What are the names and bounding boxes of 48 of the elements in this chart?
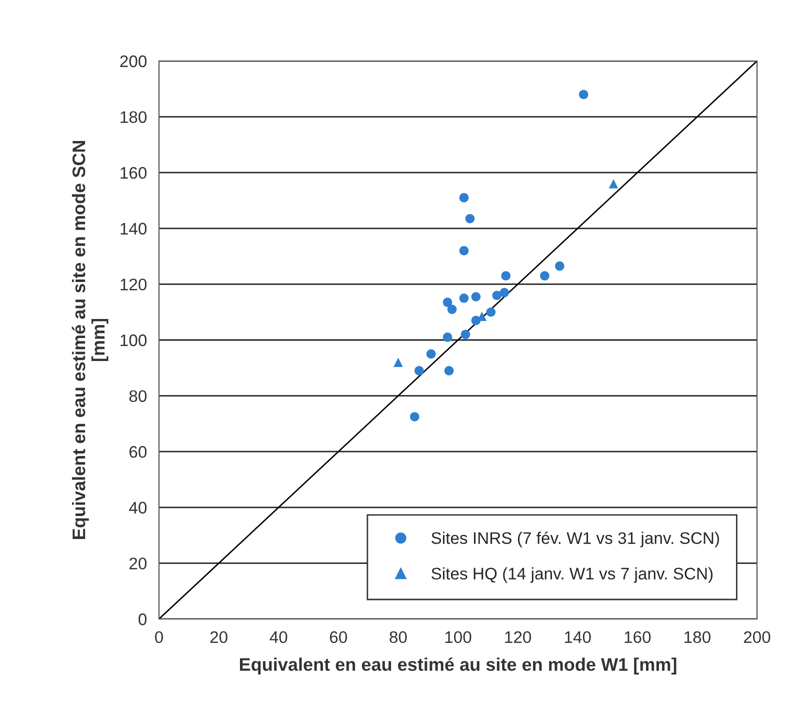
point	[500, 288, 510, 298]
point	[555, 261, 564, 271]
x-tick-label: 0	[155, 631, 163, 644]
x-tick-label: 180	[684, 631, 710, 644]
y-tick-label: 160	[120, 167, 147, 179]
y-tick-label: 200	[120, 55, 147, 68]
point	[471, 292, 481, 302]
point	[459, 293, 469, 303]
x-tick-label: 80	[390, 631, 407, 644]
point	[414, 366, 424, 376]
point	[501, 271, 510, 280]
point	[459, 246, 469, 256]
x-tick-label: 140	[564, 631, 591, 644]
legend-label: Sites INRS (7 fév. W1 vs 31 janv. SCN)	[432, 532, 720, 548]
point	[460, 330, 470, 340]
y-tick-label: 120	[120, 278, 147, 290]
point	[426, 349, 436, 359]
point	[459, 193, 469, 202]
x-axis-title: Equivalent en eau estimé au site en mode W1 [mm]	[240, 657, 676, 674]
point	[447, 304, 457, 314]
point	[540, 271, 550, 280]
point	[410, 412, 420, 422]
point	[492, 290, 502, 300]
x-tick-label: 200	[744, 631, 770, 644]
point	[578, 90, 588, 100]
y-axis-title: Equivalent en eau estimé au site en mode SCN [mm]	[72, 141, 108, 539]
point	[608, 179, 618, 188]
x-tick-label: 120	[505, 631, 532, 644]
point	[394, 358, 403, 367]
point	[444, 366, 454, 376]
y-tick-label: 80	[129, 390, 147, 402]
point	[442, 298, 452, 307]
y-tick-label: 20	[129, 558, 147, 570]
x-tick-label: 60	[330, 631, 348, 644]
y-tick-label: 180	[120, 111, 147, 124]
y-tick-label: 40	[129, 502, 147, 514]
point	[465, 214, 475, 224]
point	[486, 307, 496, 317]
y-tick-label: 140	[120, 222, 147, 235]
x-tick-label: 160	[624, 631, 651, 644]
y-tick-label: 0	[138, 613, 147, 626]
x-tick-label: 100	[445, 631, 472, 644]
point	[442, 332, 452, 342]
x-tick-label: 40	[270, 631, 288, 644]
y-tick-label: 60	[130, 446, 147, 458]
y-tick-label: 100	[120, 334, 147, 346]
legend-label: Sites HQ (14 janv. W1 vs 7 janv. SCN)	[432, 567, 713, 583]
x-tick-label: 20	[210, 631, 228, 644]
